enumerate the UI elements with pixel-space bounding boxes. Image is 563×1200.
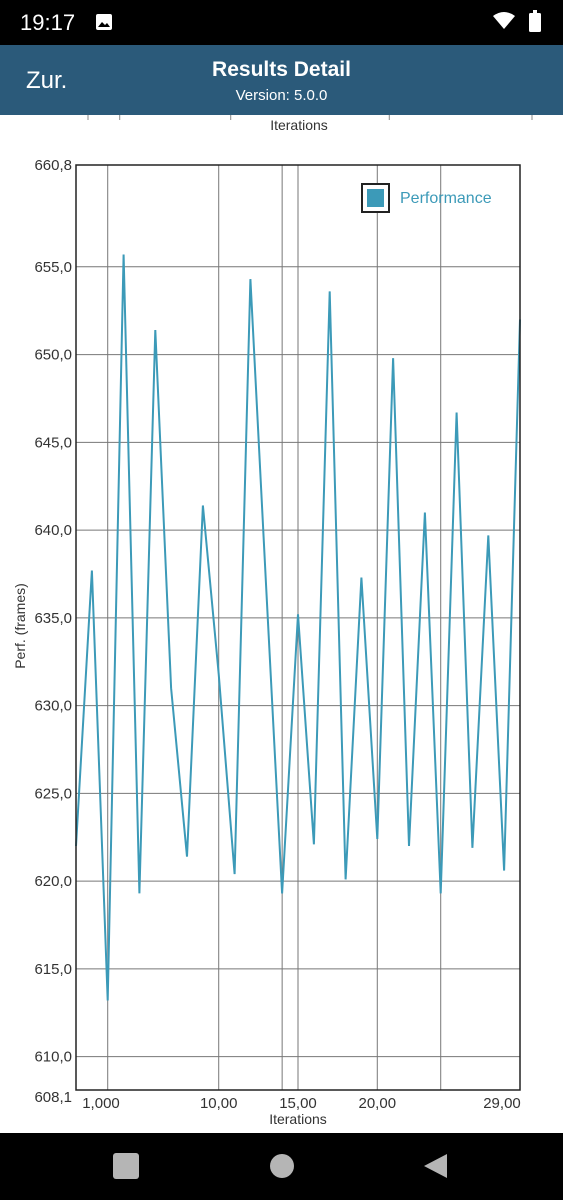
legend-swatch [367, 189, 384, 207]
legend[interactable]: Performance [361, 183, 492, 213]
y-tick-label: 630,0 [34, 698, 72, 715]
y-tick-label: 655,0 [34, 259, 72, 276]
y-tick-label: 645,0 [34, 434, 72, 451]
top-axis-label: Iterations [270, 117, 328, 133]
x-tick-label: 10,00 [200, 1095, 238, 1112]
y-tick-label: 625,0 [34, 785, 72, 802]
back-button[interactable]: Zur. [26, 67, 68, 94]
x-tick-label: 1,000 [82, 1095, 120, 1112]
x-tick-label: 15,00 [279, 1095, 317, 1112]
x-tick-label: 20,00 [359, 1095, 397, 1112]
back-nav-button[interactable] [423, 1153, 449, 1184]
y-tick-label: 640,0 [34, 522, 72, 539]
navigation-bar [0, 1133, 563, 1200]
performance-chart[interactable]: Iterations 660,8 655,0 650,0 645,0 640,0 635,… [0, 115, 563, 1133]
page-subtitle: Version: 5.0.0 [235, 87, 328, 104]
y-tick-label: 635,0 [34, 610, 72, 627]
y-tick-label: 620,0 [34, 873, 72, 890]
y-tick-label: 650,0 [34, 347, 72, 364]
y-tick-labels: 660,8 655,0 650,0 645,0 640,0 635,0 630,0 625,0… [34, 157, 72, 1106]
y-tick-label: 610,0 [34, 1049, 72, 1066]
status-bar: 19:17 [0, 0, 563, 45]
top-axis-ticks [87, 115, 533, 120]
y-axis-label: Perf. (frames) [12, 583, 28, 669]
plot-frame [75, 164, 521, 1091]
wifi-icon [493, 12, 515, 35]
y-tick-label: 608,1 [34, 1089, 72, 1106]
status-time: 19:17 [20, 10, 76, 35]
x-tick-label: 29,00 [483, 1095, 521, 1112]
y-tick-label: 615,0 [34, 961, 72, 978]
y-tick-label: 660,8 [34, 157, 72, 174]
battery-icon [529, 10, 541, 37]
image-icon [95, 13, 113, 36]
legend-label: Performance [400, 190, 492, 207]
page-title: Results Detail [212, 58, 351, 81]
series-layer [75, 254, 521, 1001]
recent-apps-button[interactable] [113, 1153, 139, 1184]
x-axis-label: Iterations [269, 1111, 327, 1127]
app-header: Zur. Results Detail Version: 5.0.0 [0, 45, 563, 115]
home-button[interactable] [269, 1153, 295, 1184]
x-tick-labels: 1,000 10,00 15,00 20,00 29,00 [82, 1095, 521, 1112]
